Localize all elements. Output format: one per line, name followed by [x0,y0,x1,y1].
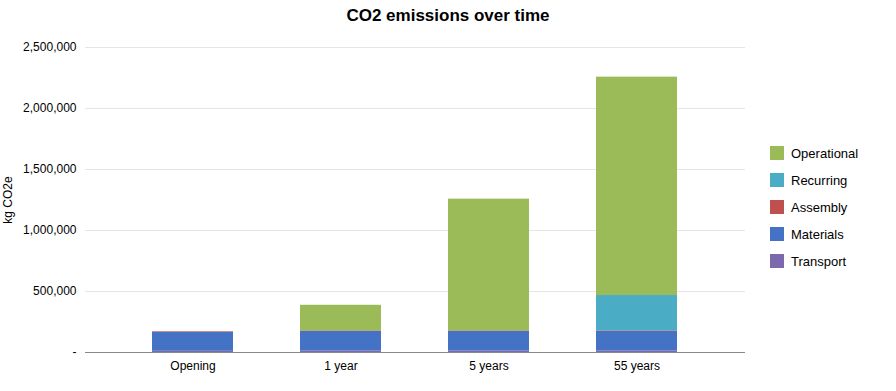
html-text:Recurring: Recurring [791,172,848,188]
svg-text:kg CO2e: kg CO2e [1,176,15,224]
svg-text:2,000,000: 2,000,000 [23,101,77,115]
svg-text:1 year: 1 year [324,359,357,373]
html-text:Assembly: Assembly [791,199,848,215]
html-text:Materials: Materials [791,226,844,242]
svg-text:5 years: 5 years [469,359,508,373]
svg-text:500,000: 500,000 [33,284,77,298]
html-text:CO2 emissions over time: CO2 emissions over time [346,6,550,25]
svg-text:2,500,000: 2,500,000 [23,40,77,54]
html-text:Transport: Transport [791,253,847,269]
svg-text:55 years: 55 years [614,359,660,373]
html-text:Operational: Operational [791,145,859,161]
svg-text:-: - [73,345,77,359]
svg-text:1,500,000: 1,500,000 [23,162,77,176]
svg-text:1,000,000: 1,000,000 [23,223,77,237]
svg-text:Opening: Opening [170,359,215,373]
